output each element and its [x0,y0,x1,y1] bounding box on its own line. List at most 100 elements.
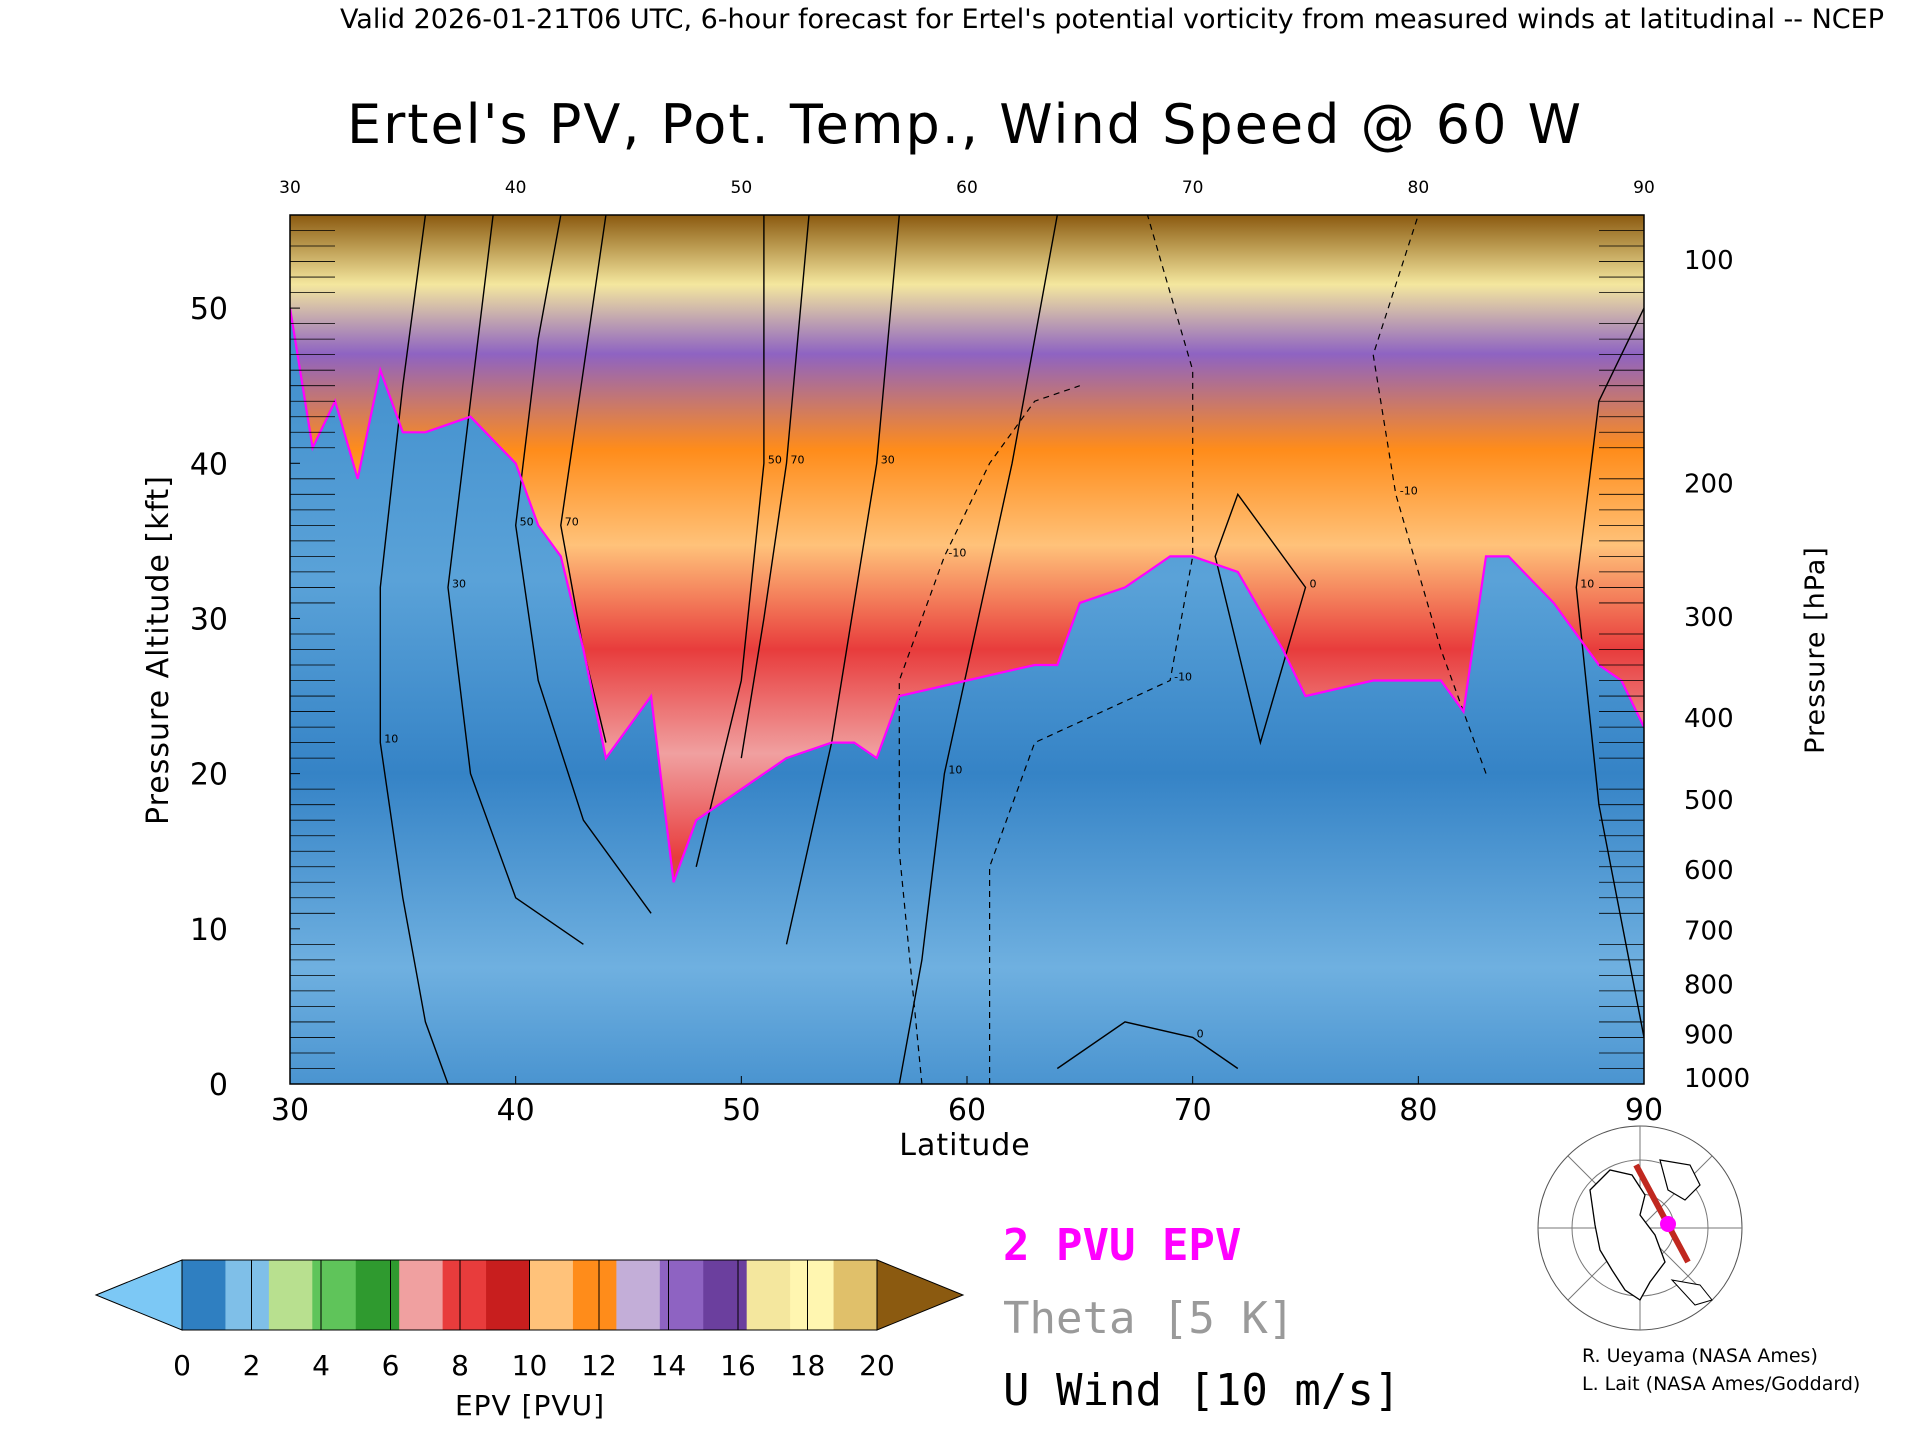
y-tick-label: 50 [190,292,228,327]
colorbar-segment [833,1260,878,1330]
u-wind-contour-label: 30 [881,453,895,466]
u-wind-dashed-contour-2 [1372,215,1487,774]
u-wind-contours: 10 30 50 70 70 50 30 10 0 0 10 -10 -10 -10 [379,215,1644,1084]
colorbar-segment [659,1260,704,1330]
u-wind-contour-label: 70 [790,453,804,466]
colorbar-segment [312,1260,357,1330]
legend-uwind: U Wind [10 m/s] [1003,1365,1400,1416]
colorbar: 0 2 4 6 8 10 12 14 16 18 20 EPV [PVU] [94,1259,965,1422]
colorbar-under-arrow [94,1259,183,1331]
u-wind-dashed-label: -10 [1174,671,1192,684]
u-wind-contour-1 [447,215,584,945]
x-top-tick-label: 80 [1408,178,1430,198]
legend-theta: Theta [5 K] [1003,1293,1294,1344]
u-wind-dashed-label: -10 [1400,484,1418,497]
u-wind-contour-label: 50 [520,515,534,528]
map-cross-section-line [1633,1163,1691,1264]
credit-line-2: L. Lait (NASA Ames/Goddard) [1582,1373,1860,1395]
x-top-tick-label: 40 [505,178,527,198]
chart-title: Ertel's PV, Pot. Temp., Wind Speed @ 60 … [347,93,1583,156]
u-wind-contour-label: 0 [1197,1027,1204,1040]
x-tick-label: 60 [948,1093,986,1128]
y-tick-label: 40 [190,447,228,482]
colorbar-segment [268,1260,313,1330]
plot-area: 10 30 50 70 70 50 30 10 0 0 10 -10 -10 -10 [289,214,1645,1085]
colorbar-tick-label: 12 [581,1349,617,1382]
u-wind-contour-4 [740,215,810,759]
pressure-tick-label: 100 [1684,246,1734,276]
x-axis-bottom: 30 40 50 60 70 80 90 [271,1076,1663,1128]
colorbar-segment [703,1260,748,1330]
pressure-tick-label: 900 [1684,1020,1734,1050]
colorbar-segment [790,1260,835,1330]
tropopause-2pvu-line [290,307,1644,883]
credit-line-1: R. Ueyama (NASA Ames) [1582,1345,1818,1367]
troposphere-fill [290,308,1644,1084]
x-tick-label: 90 [1625,1093,1663,1128]
colorbar-over-arrow [876,1259,965,1331]
colorbar-tick-label: 14 [651,1349,687,1382]
u-wind-contour-2 [514,215,652,914]
u-wind-contour-6 [785,215,900,945]
map-location-dot [1660,1216,1676,1232]
x-tick-label: 40 [497,1093,535,1128]
pressure-tick-label: 700 [1684,916,1734,946]
colorbar-segment [355,1260,400,1330]
y-axis-right-label: Pressure [hPa] [1800,546,1831,754]
u-wind-contour-label: 10 [1580,577,1594,590]
y-tick-label: 0 [209,1068,228,1103]
legend: 2 PVU EPV Theta [5 K] U Wind [10 m/s] [1003,1220,1400,1416]
colorbar-segment [182,1260,226,1330]
colorbar-segment [225,1260,270,1330]
x-tick-label: 50 [722,1093,760,1128]
x-top-tick-label: 60 [956,178,978,198]
x-top-tick-label: 90 [1633,178,1655,198]
colorbar-segment [572,1260,617,1330]
u-wind-contour-label: 10 [384,733,398,746]
pressure-tick-label: 800 [1684,971,1734,1001]
colorbar-segment [746,1260,791,1330]
y-tick-label: 30 [190,602,228,637]
colorbar-segment [399,1260,444,1330]
colorbar-segment [486,1260,530,1330]
y-tick-label: 10 [190,913,228,948]
x-top-tick-label: 30 [279,178,301,198]
x-axis-top: 30 40 50 60 70 80 90 [279,178,1655,198]
colorbar-tick-label: 16 [720,1349,756,1382]
y-axis-right: 1000 900 800 700 600 500 400 300 200 100 [1684,246,1750,1094]
colorbar-tick-label: 8 [451,1349,469,1382]
u-wind-contour-label: 70 [565,515,579,528]
colorbar-label: EPV [PVU] [455,1389,605,1422]
u-wind-contour-label: 30 [452,577,466,590]
colorbar-tick-label: 18 [790,1349,826,1382]
x-top-tick-label: 50 [731,178,753,198]
colorbar-tick-label: 10 [512,1349,548,1382]
colorbar-segment [616,1260,661,1330]
x-tick-label: 30 [271,1093,309,1128]
x-tick-label: 70 [1174,1093,1212,1128]
u-wind-contour-7 [898,215,1058,1084]
u-wind-contour-8 [1214,492,1307,746]
valid-header: Valid 2026-01-21T06 UTC, 6-hour forecast… [340,4,1884,35]
colorbar-tick-label: 2 [243,1349,261,1382]
u-wind-contour-label: 10 [948,764,962,777]
legend-pvu: 2 PVU EPV [1003,1220,1241,1271]
pressure-tick-label: 300 [1684,603,1734,633]
y-axis-left: 0 10 20 30 40 50 [190,292,300,1103]
colorbar-tick-label: 6 [382,1349,400,1382]
x-axis-label: Latitude [899,1128,1030,1163]
u-wind-contour-label: 0 [1310,577,1317,590]
colorbar-tick-label: 0 [173,1349,191,1382]
u-wind-contour-0 [379,215,449,1084]
u-wind-contour-5 [695,215,765,867]
colorbar-ticks: 0 2 4 6 8 10 12 14 16 18 20 [173,1260,895,1382]
u-wind-contour-9 [1056,1021,1239,1070]
y-tick-label: 20 [190,758,228,793]
colorbar-segment [529,1260,574,1330]
pressure-tick-label: 200 [1684,469,1734,499]
colorbar-tick-label: 4 [312,1349,330,1382]
colorbar-tick-label: 20 [859,1349,895,1382]
right-minor-ticks [290,230,1644,1069]
